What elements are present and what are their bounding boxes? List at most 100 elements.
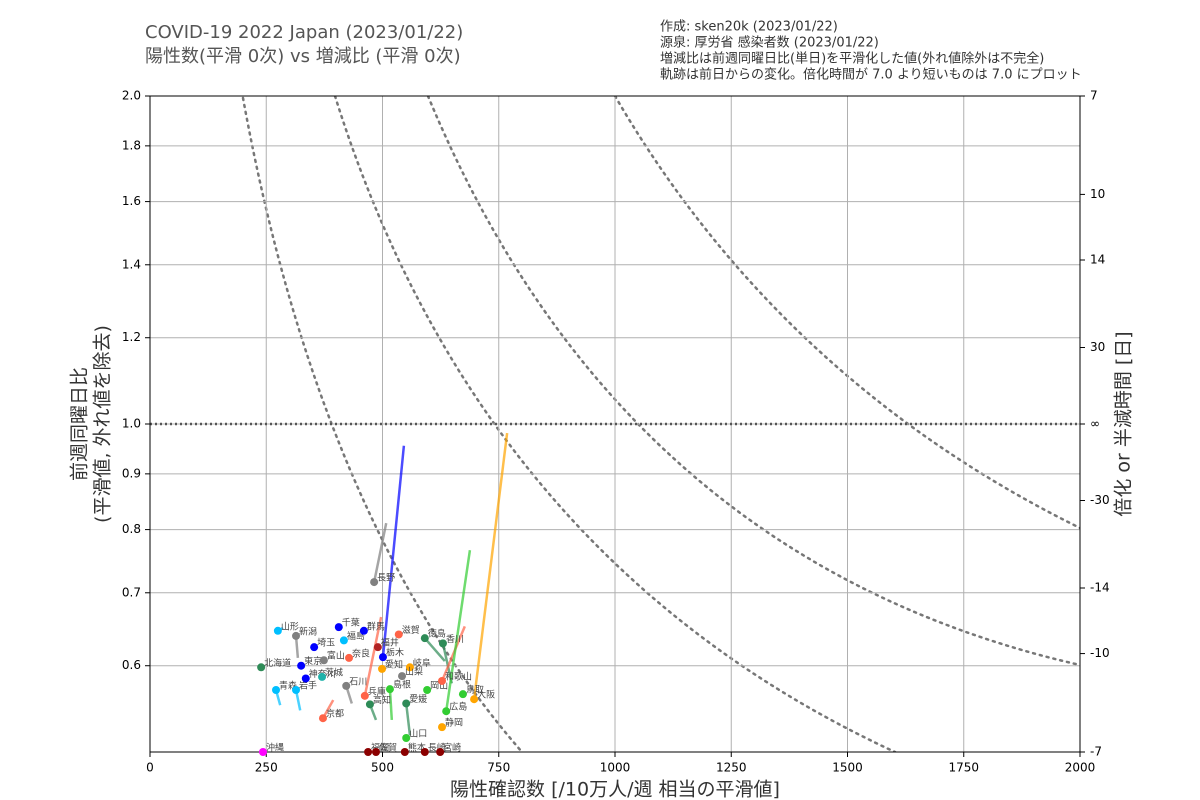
point [423,685,432,694]
y2-tick-label: -14 [1090,581,1110,595]
point-label: 千葉 [342,617,360,629]
y2-tick-label: 10 [1090,187,1105,201]
point [334,623,343,632]
point-label: 福島 [347,630,365,642]
point-label: 愛媛 [409,693,427,705]
point-label: 奈良 [352,647,370,659]
point-label: 沖縄 [266,742,284,754]
point-label: 群馬 [367,620,385,632]
point [400,748,409,756]
point [292,685,301,694]
y-tick-label: 2.0 [122,89,141,103]
chart-title: COVID-19 2022 Japan (2023/01/22) [145,22,463,43]
point-label: 和歌山 [445,670,472,682]
y-axis-label: 前週同曜日比 [69,367,91,481]
point-label: 山形 [281,620,299,632]
point-label: 島根 [393,679,411,691]
point-label: 東京 [304,655,322,667]
point [402,734,411,743]
point [258,748,267,756]
point [359,626,368,635]
trail [472,432,509,700]
point [301,674,310,683]
point [297,661,306,670]
x-axis-label: 陽性確認数 [/10万人/週 相当の平滑値] [450,779,780,800]
y2-tick-label: ∞ [1090,417,1100,431]
point [342,681,351,690]
point [370,578,379,587]
point [310,643,319,652]
point [402,699,411,708]
point-label: 広島 [449,701,467,713]
y2-tick-label: -7 [1090,745,1102,759]
trail [388,689,394,721]
point-label: 岩手 [299,679,317,691]
point [339,636,348,645]
point-label: 岡山 [430,680,448,691]
point-label: 滋賀 [402,624,420,636]
note: 軌跡は前日からの変化。倍化時間が 7.0 より短いものは 7.0 にプロット [660,67,1082,83]
point-label: 静岡 [445,717,463,729]
y-tick-label: 0.9 [122,466,141,480]
trail [363,616,383,697]
reference-curve [613,96,1080,530]
point-label: 山梨 [405,666,423,678]
point [371,748,380,756]
point [272,685,281,694]
point [470,695,479,704]
point-label: 香川 [446,634,464,645]
reference-curves [241,96,1080,752]
plot-frame [149,95,1081,753]
chart-subtitle: 陽性数(平滑 0次) vs 増減比 (平滑 0次) [145,46,461,67]
point [385,685,394,694]
point [378,664,387,673]
reference-curve [426,96,1080,667]
point [257,663,266,672]
point [420,634,429,643]
point-label: 栃木 [386,647,404,659]
note: 源泉: 厚労省 感染者数 (2023/01/22) [660,35,879,51]
y-tick-label: 1.2 [122,330,141,344]
y-tick-label: 1.0 [122,417,141,431]
point [398,672,407,681]
point-label: 兵庫 [368,685,386,697]
point-label: 新潟 [299,625,317,637]
point-label: 鳥取 [466,684,484,696]
x-tick-label: 1000 [600,761,631,775]
trail [440,625,466,682]
y2-tick-label: 14 [1090,253,1105,267]
point-label: 長野 [377,573,395,584]
point-label: 石川 [349,677,367,687]
point [360,691,369,700]
trail [444,549,472,712]
point [318,714,327,723]
point-label: 埼玉 [317,637,335,649]
point-label: 北海道 [264,657,291,669]
trail [404,703,412,736]
x-tick-label: 1750 [948,761,979,775]
point [318,672,327,681]
y-tick-label: 0.8 [122,522,141,536]
y2-axis-label: 倍化 or 半減時間 [日] [1113,331,1135,516]
point [442,707,451,716]
note: 増減比は前週同曜日比(単日)を平滑化した値(外れ値除外は不完全) [660,51,1044,67]
point [436,748,445,756]
y-tick-label: 1.6 [122,194,141,208]
y2-tick-label: -10 [1090,646,1110,660]
trail [381,445,406,658]
x-tick-label: 1500 [832,761,863,775]
point [319,656,328,665]
point-label: 茨城 [325,666,343,678]
note: 作成: sken20k (2023/01/22) [660,20,838,35]
y2-tick-label: 7 [1090,89,1098,103]
point [438,639,447,648]
point-label: 愛知 [385,658,403,670]
point-label: 京都 [326,708,344,720]
point [378,653,387,662]
y2-tick-label: -30 [1090,493,1110,507]
point [438,676,447,685]
reference-curve [241,96,524,752]
y-tick-label: 0.6 [122,658,141,672]
x-tick-label: 250 [255,761,278,775]
